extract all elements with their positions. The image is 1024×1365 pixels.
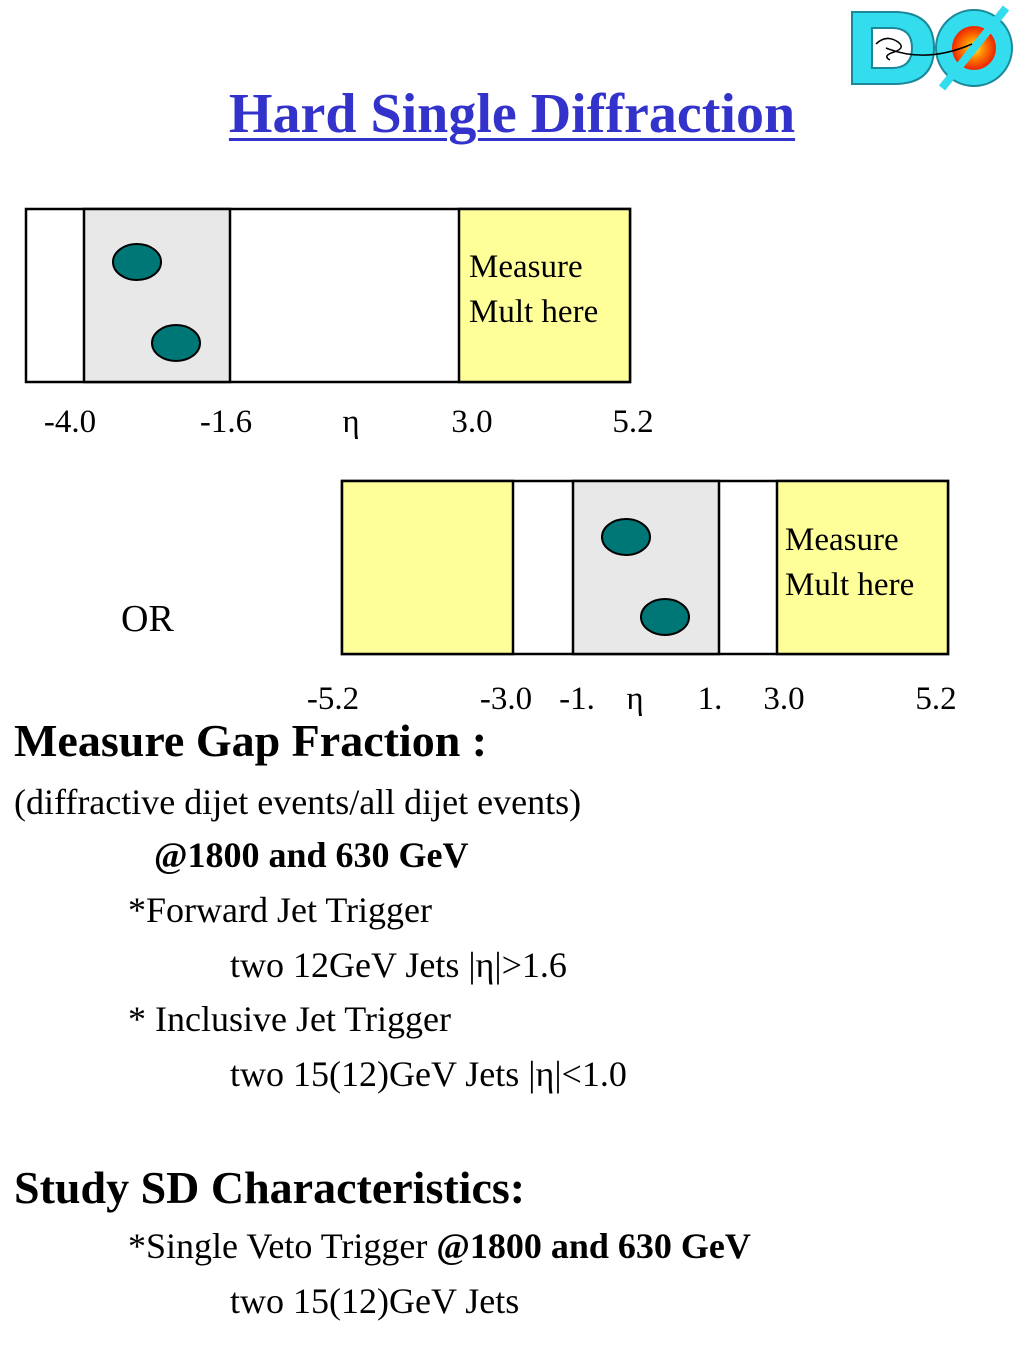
jet-blob	[112, 243, 162, 281]
forward-trigger-detail: two 12GeV Jets |η|>1.6	[230, 945, 567, 985]
measure-label-line1: Measure	[785, 522, 899, 558]
measure-label-line2: Mult here	[469, 294, 598, 330]
jet-blob	[601, 518, 651, 556]
single-veto-trigger-label: *Single Veto Trigger	[128, 1226, 437, 1266]
or-label: OR	[121, 598, 174, 640]
single-veto-energies: @1800 and 630 GeV	[436, 1226, 751, 1266]
tick-label: 5.2	[612, 404, 653, 440]
tick-label: -3.0	[480, 681, 532, 717]
gap-region-1	[82, 207, 232, 384]
jet-blob	[151, 324, 201, 362]
measure-region-2	[775, 479, 950, 656]
tick-label: -1.	[559, 681, 595, 717]
dzero-logo-icon	[851, 5, 1013, 91]
tick-label: 3.0	[763, 681, 804, 717]
tick-label: 3.0	[451, 404, 492, 440]
tick-label: -5.2	[307, 681, 359, 717]
jet-blob	[640, 598, 690, 636]
tick-label: η	[342, 404, 359, 440]
measure-label-line2: Mult here	[785, 567, 914, 603]
tick-label: -4.0	[44, 404, 96, 440]
diagram-1: Measure Mult here -4.0 -1.6 η 3.0 5.2	[24, 207, 654, 440]
diagram-2: Measure Mult here -5.2 -3.0 -1. η 1. 3.0…	[307, 479, 957, 717]
single-veto-detail: two 15(12)GeV Jets	[230, 1281, 520, 1321]
tick-label: 5.2	[915, 681, 956, 717]
energies-label: @1800 and 630 GeV	[154, 835, 469, 875]
sd-characteristics-heading: Study SD Characteristics:	[14, 1162, 526, 1213]
measure-region-1	[457, 207, 632, 384]
gap-fraction-subtitle: (diffractive dijet events/all dijet even…	[14, 782, 582, 822]
tick-label: 1.	[698, 681, 723, 717]
page-title: Hard Single Diffraction	[228, 83, 796, 145]
eta-diagrams: Measure Mult here -4.0 -1.6 η 3.0 5.2 OR…	[24, 207, 957, 717]
measure-label-line1: Measure	[469, 249, 583, 285]
inclusive-trigger: * Inclusive Jet Trigger	[128, 999, 451, 1039]
forward-trigger: *Forward Jet Trigger	[128, 890, 432, 930]
single-veto-trigger: *Single Veto Trigger @1800 and 630 GeV	[128, 1225, 751, 1268]
gap-fraction-heading: Measure Gap Fraction :	[14, 715, 488, 766]
tick-label: η	[626, 681, 643, 717]
inclusive-trigger-detail: two 15(12)GeV Jets |η|<1.0	[230, 1054, 627, 1094]
measure-region-left	[340, 479, 515, 656]
tick-label: -1.6	[200, 404, 252, 440]
